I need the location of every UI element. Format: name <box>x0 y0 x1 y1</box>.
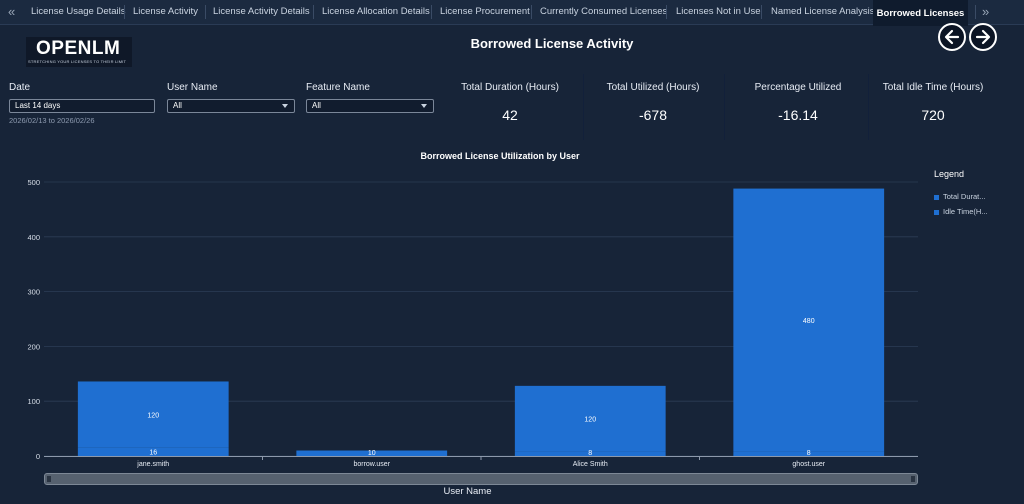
data-label: 10 <box>368 450 376 457</box>
kpi-total-utilized-label: Total Utilized (Hours) <box>606 82 700 93</box>
arrow-left-icon <box>944 29 960 45</box>
x-axis-title: User Name <box>443 486 492 497</box>
logo-text: OPENLM <box>36 38 121 59</box>
tabs-scroll-left-icon[interactable]: « <box>8 4 16 19</box>
kpi-percentage-utilized-label: Percentage Utilized <box>754 82 842 93</box>
tab-license-allocation-details[interactable]: License Allocation Details <box>322 6 430 17</box>
kpi-percentage-utilized-value: -16.14 <box>778 107 818 123</box>
x-tick-label: borrow.user <box>353 461 390 468</box>
user-filter-value: All <box>173 101 182 110</box>
feature-filter-value: All <box>312 101 321 110</box>
back-button[interactable] <box>938 23 966 51</box>
kpi-total-duration-value: 42 <box>502 107 518 123</box>
legend-swatch <box>934 209 939 215</box>
tab-licenses-not-in-use[interactable]: Licenses Not in Use <box>676 6 761 17</box>
kpi-divider <box>724 74 725 140</box>
page-title: Borrowed License Activity <box>470 36 634 51</box>
tab-divider <box>761 5 762 19</box>
kpi-total-idle-time-value: 720 <box>921 107 945 123</box>
data-label: 120 <box>584 417 596 424</box>
tab-divider <box>975 5 976 19</box>
user-name-dropdown[interactable]: All <box>167 99 295 113</box>
bar-total-duration <box>296 450 448 456</box>
data-label: 120 <box>147 412 159 419</box>
date-filter-value: Last 14 days <box>15 101 61 110</box>
chart-horizontal-scrollbar[interactable] <box>44 473 918 485</box>
kpi-total-duration-label: Total Duration (Hours) <box>461 82 559 93</box>
chevron-down-icon <box>421 104 427 108</box>
bar-idle-time <box>77 381 229 448</box>
legend-item-idle-time[interactable]: Idle Time(H... <box>934 207 988 216</box>
y-tick-label: 500 <box>27 178 40 187</box>
feature-name-dropdown[interactable]: All <box>306 99 434 113</box>
data-label: 8 <box>588 450 592 457</box>
x-tick-label: jane.smith <box>136 461 169 468</box>
feature-filter-label: Feature Name <box>306 82 370 93</box>
kpi-total-idle-time-label: Total Idle Time (Hours) <box>882 82 984 93</box>
tab-borrowed-licenses[interactable]: Borrowed Licenses <box>873 0 968 26</box>
tab-license-activity[interactable]: License Activity <box>133 6 198 17</box>
scroll-handle-right[interactable] <box>911 476 915 482</box>
tab-divider <box>313 5 314 19</box>
bar-idle-time <box>733 188 885 452</box>
kpi-total-utilized-value: -678 <box>638 107 668 123</box>
legend-item-total-duration[interactable]: Total Durat... <box>934 192 986 201</box>
tab-license-usage-details[interactable]: License Usage Details <box>31 6 126 17</box>
y-tick-label: 300 <box>27 288 40 297</box>
user-filter-label: User Name <box>167 82 218 93</box>
arrow-right-icon <box>975 29 991 45</box>
data-label: 16 <box>149 450 157 457</box>
tab-currently-consumed-licenses[interactable]: Currently Consumed Licenses <box>540 6 668 17</box>
date-filter-label: Date <box>9 82 31 93</box>
legend-label: Total Durat... <box>943 192 986 201</box>
tab-divider <box>531 5 532 19</box>
bar-total-duration <box>77 447 229 456</box>
tabs-scroll-right-icon[interactable]: » <box>982 4 990 19</box>
bar-idle-time <box>514 385 666 452</box>
tab-license-activity-details[interactable]: License Activity Details <box>213 6 310 17</box>
tab-divider <box>431 5 432 19</box>
bar-total-duration <box>514 451 666 456</box>
legend-label: Idle Time(H... <box>943 207 988 216</box>
y-tick-label: 200 <box>27 342 40 351</box>
tab-divider <box>124 5 125 19</box>
kpi-divider <box>583 74 584 140</box>
y-tick-label: 400 <box>27 233 40 242</box>
scroll-handle-left[interactable] <box>47 476 51 482</box>
chart-title: Borrowed License Utilization by User <box>420 151 580 161</box>
date-filter-input[interactable]: Last 14 days <box>9 99 155 113</box>
legend-title: Legend <box>934 169 965 179</box>
tab-license-procurement[interactable]: License Procurement <box>440 6 530 17</box>
kpi-divider <box>868 74 869 140</box>
data-label: 480 <box>803 318 815 325</box>
tab-divider <box>666 5 667 19</box>
tab-divider <box>205 5 206 19</box>
y-tick-label: 100 <box>27 397 40 406</box>
x-tick-label: Alice Smith <box>573 461 608 468</box>
tab-named-license-analysis[interactable]: Named License Analysis <box>771 6 875 17</box>
date-range-text: 2026/02/13 to 2026/02/26 <box>9 116 95 125</box>
chevron-down-icon <box>282 104 288 108</box>
x-tick-label: ghost.user <box>792 461 825 468</box>
report-tab-bar: « License Usage Details License Activity… <box>0 0 1024 26</box>
logo-tagline: STRETCHING YOUR LICENSES TO THEIR LIMIT <box>28 59 127 64</box>
data-label: 8 <box>807 450 811 457</box>
openlm-logo: OPENLM STRETCHING YOUR LICENSES TO THEIR… <box>26 37 132 67</box>
bar-total-duration <box>733 451 885 456</box>
legend-swatch <box>934 194 939 200</box>
y-tick-label: 0 <box>36 452 40 461</box>
forward-button[interactable] <box>969 23 997 51</box>
